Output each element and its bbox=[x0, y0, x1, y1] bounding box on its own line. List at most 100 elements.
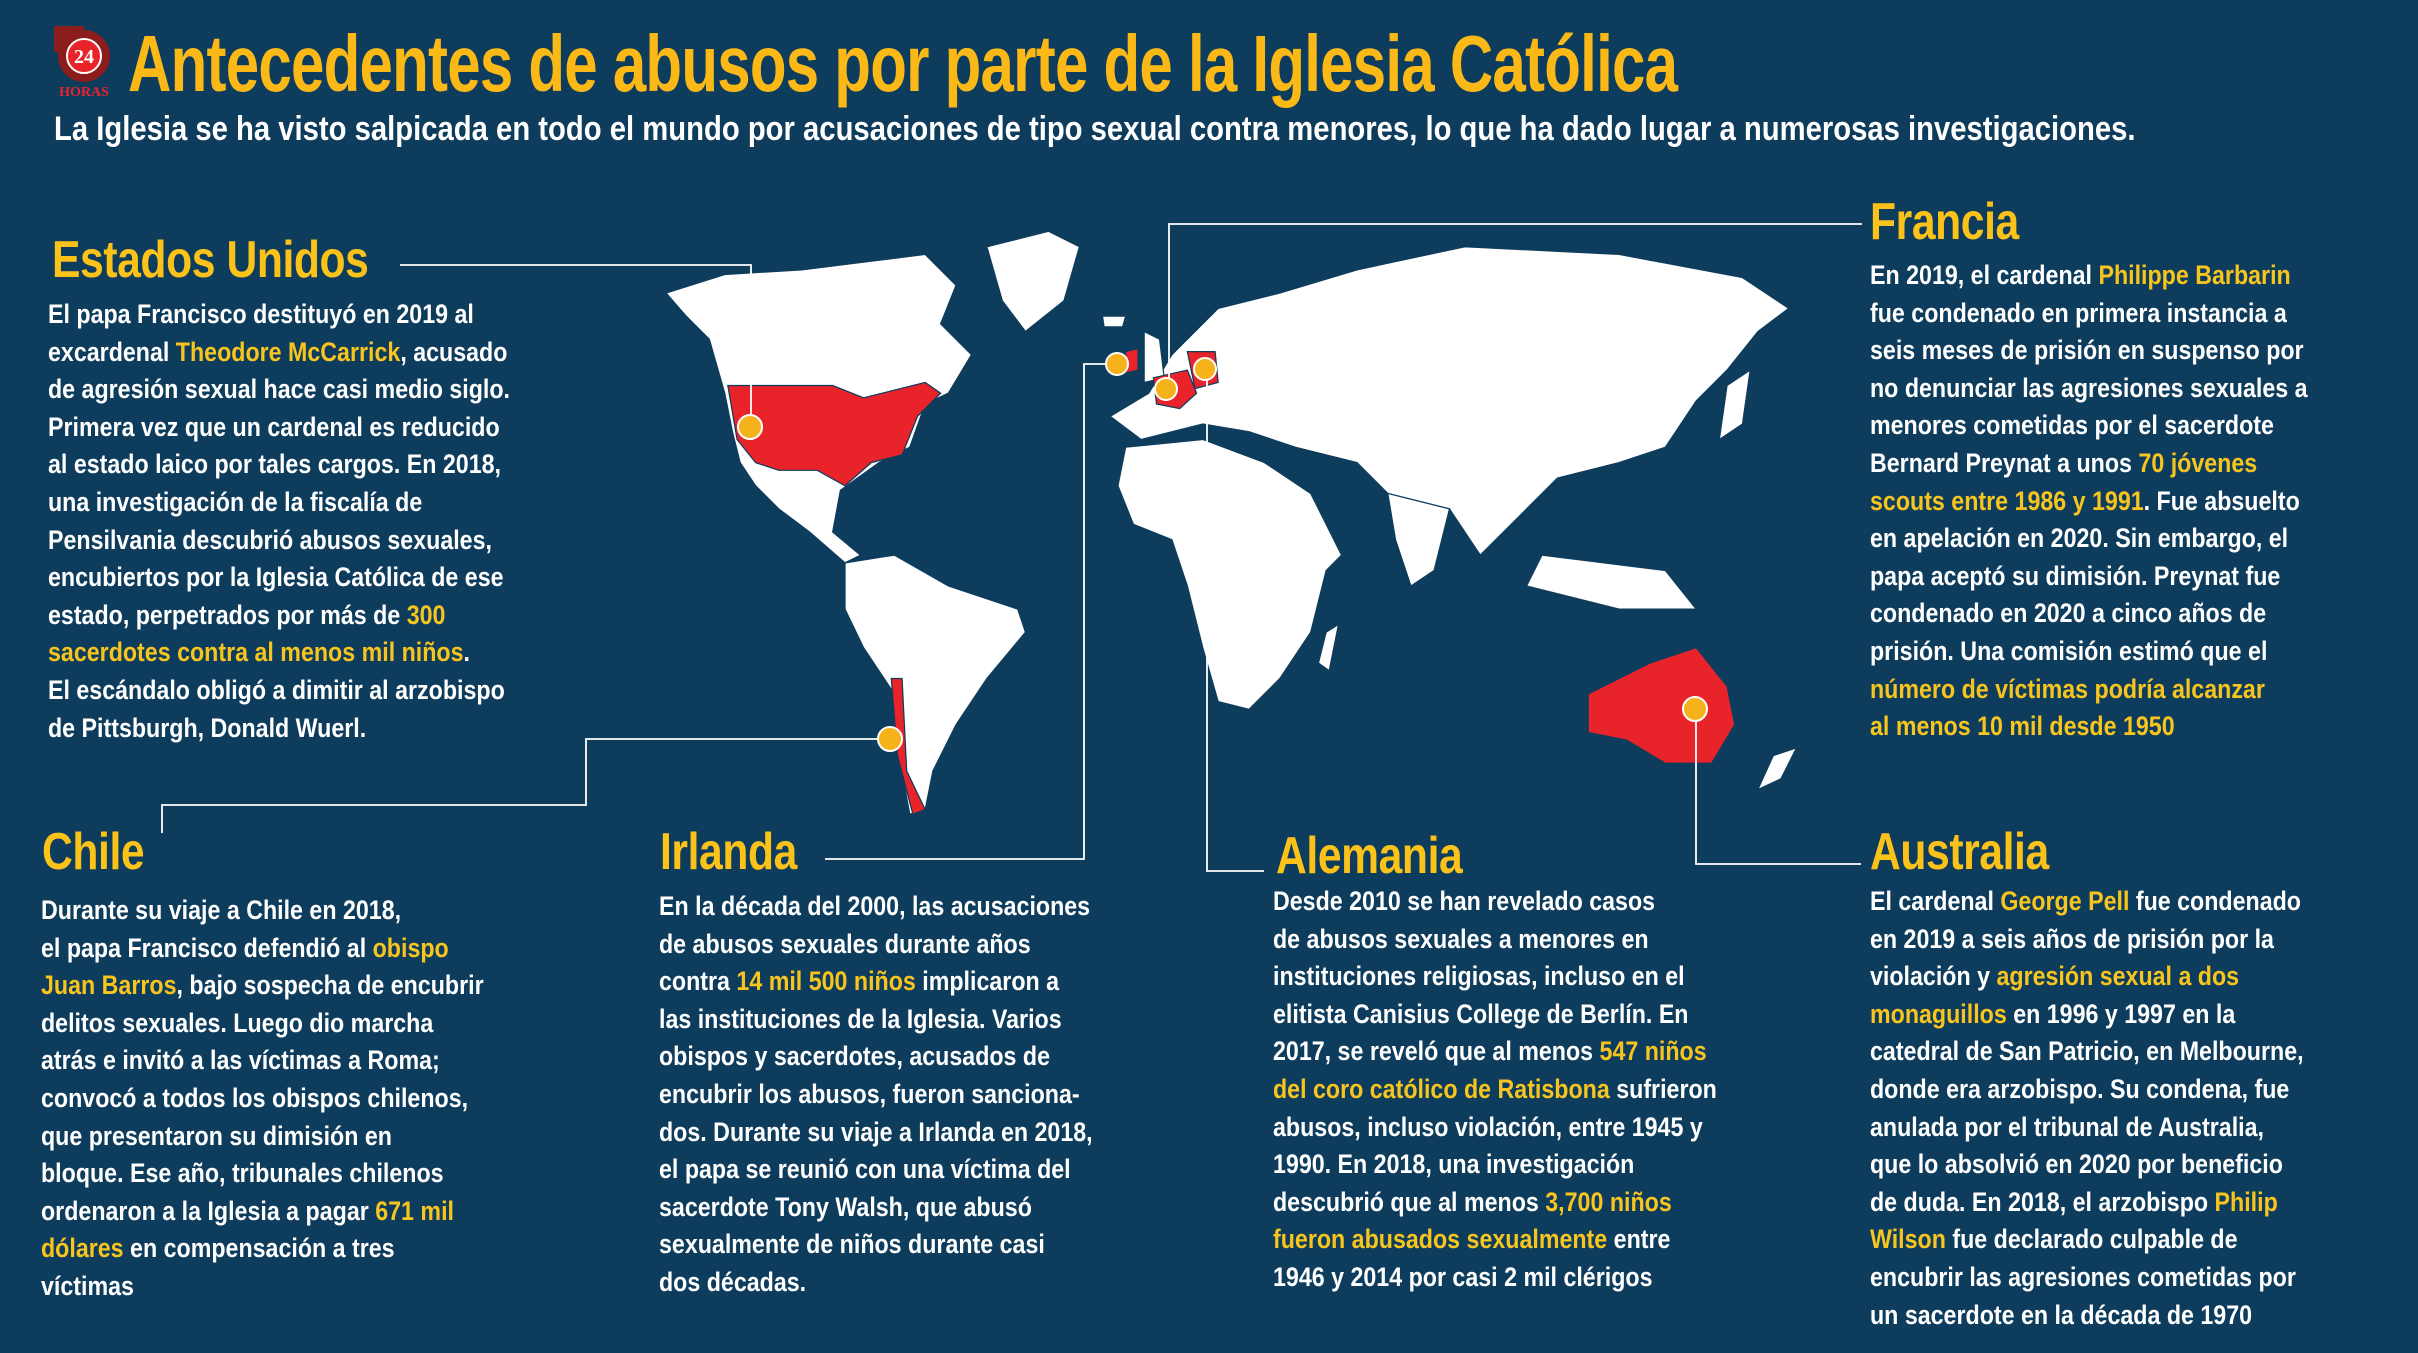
text-line: donde era arzobispo. Su condena, fue bbox=[1870, 1071, 2304, 1109]
text-segment: anulada por el tribunal de Australia, bbox=[1870, 1111, 2264, 1142]
text-segment: Durante su viaje a Chile en 2018, bbox=[41, 895, 402, 925]
heading-usa: Estados Unidos bbox=[52, 231, 369, 289]
body-france: En 2019, el cardenal Philippe Barbarin fu… bbox=[1870, 257, 2308, 746]
text-segment: al estado laico por tales cargos. En 201… bbox=[48, 449, 501, 480]
text-line: encubrir los abusos, fueron sanciona- bbox=[659, 1076, 1093, 1114]
iceland bbox=[1101, 315, 1127, 328]
text-line: convocó a todos los obispos chilenos, bbox=[41, 1080, 484, 1118]
text-segment: de duda. En 2018, el arzobispo bbox=[1870, 1186, 2215, 1217]
text-line: al estado laico por tales cargos. En 201… bbox=[48, 446, 510, 484]
text-segment: obispos y sacerdotes, acusados de bbox=[659, 1041, 1051, 1072]
text-line: no denunciar las agresiones sexuales a bbox=[1870, 370, 2308, 408]
text-segment: dos. Durante su viaje a Irlanda en 2018, bbox=[659, 1116, 1093, 1147]
text-line: El papa Francisco destituyó en 2019 al bbox=[48, 296, 510, 334]
greenland bbox=[986, 230, 1081, 333]
text-segment: elitista Canisius College de Berlín. En bbox=[1273, 998, 1689, 1029]
heading-chile: Chile bbox=[42, 823, 145, 881]
text-line: dólares en compensación a tres bbox=[41, 1230, 484, 1268]
text-line: sacerdote Tony Walsh, que abusó bbox=[659, 1189, 1093, 1227]
text-segment: que presentaron su dimisión en bbox=[41, 1120, 392, 1151]
text-line: el papa Francisco defendió al obispo bbox=[41, 930, 484, 968]
logo-number: 24 bbox=[74, 46, 94, 68]
highlighted-text: número de víctimas podría alcanzar bbox=[1870, 673, 2265, 704]
text-line: contra 14 mil 500 niños implicaron a bbox=[659, 963, 1093, 1001]
text-line: sacerdotes contra al menos mil niños. bbox=[48, 634, 510, 672]
india bbox=[1387, 492, 1451, 587]
leader-line-australia bbox=[1695, 722, 1861, 865]
text-line: Bernard Preynat a unos 70 jóvenes bbox=[1870, 445, 2308, 483]
text-line: catedral de San Patricio, en Melbourne, bbox=[1870, 1033, 2304, 1071]
text-line: fueron abusados sexualmente entre bbox=[1273, 1221, 1717, 1259]
heading-germany: Alemania bbox=[1276, 827, 1463, 885]
text-segment: sexualmente de niños durante casi bbox=[659, 1229, 1045, 1260]
text-segment: donde era arzobispo. Su condena, fue bbox=[1870, 1073, 2290, 1104]
logo-emblem-icon: 24 HORAS bbox=[54, 26, 110, 100]
text-segment: de agresión sexual hace casi medio siglo… bbox=[48, 374, 511, 405]
text-line: descubrió que al menos 3,700 niños bbox=[1273, 1184, 1717, 1222]
text-segment: condenado en 2020 a cinco años de bbox=[1870, 598, 2267, 629]
text-segment: víctimas bbox=[41, 1270, 134, 1301]
text-line: atrás e invitó a las víctimas a Roma; bbox=[41, 1042, 484, 1080]
text-line: elitista Canisius College de Berlín. En bbox=[1273, 996, 1717, 1034]
text-segment: en 2019 a seis años de prisión por la bbox=[1870, 923, 2274, 954]
text-segment: papa aceptó su dimisión. Preynat fue bbox=[1870, 560, 2281, 591]
text-segment: prisión. Una comisión estimó que el bbox=[1870, 635, 2268, 666]
text-segment: 1946 y 2014 por casi 2 mil clérigos bbox=[1273, 1261, 1653, 1292]
text-segment: una investigación de la fiscalía de bbox=[48, 486, 423, 517]
text-line: las instituciones de la Iglesia. Varios bbox=[659, 1001, 1093, 1039]
text-segment: encubrir los abusos, fueron sanciona- bbox=[659, 1078, 1080, 1109]
text-segment: el papa se reunió con una víctima del bbox=[659, 1154, 1071, 1185]
text-line: condenado en 2020 a cinco años de bbox=[1870, 595, 2308, 633]
marker-france bbox=[1154, 377, 1178, 401]
body-usa: El papa Francisco destituyó en 2019 al ex… bbox=[48, 296, 510, 747]
marker-chile bbox=[877, 726, 903, 752]
highlighted-text: agresión sexual a dos bbox=[1996, 961, 2240, 992]
text-segment: contra bbox=[659, 966, 737, 997]
text-segment: instituciones religiosas, incluso en el bbox=[1273, 961, 1685, 992]
text-segment: de abusos sexuales a menores en bbox=[1273, 923, 1649, 954]
text-segment: Desde 2010 se han revelado casos bbox=[1273, 886, 1656, 916]
eurasia bbox=[1109, 246, 1790, 557]
text-line: un sacerdote en la década de 1970 bbox=[1870, 1297, 2304, 1335]
body-chile: Durante su viaje a Chile en 2018, el papa… bbox=[41, 892, 484, 1306]
text-segment: en apelación en 2020. Sin embargo, el bbox=[1870, 523, 2289, 554]
leader-line-chile bbox=[161, 738, 878, 833]
text-line: 2017, se reveló que al menos 547 niños bbox=[1273, 1033, 1717, 1071]
text-segment: . bbox=[463, 637, 470, 668]
highlighted-text: 3,700 niños bbox=[1545, 1186, 1672, 1217]
heading-france: Francia bbox=[1870, 193, 2019, 251]
text-line: Desde 2010 se han revelado casos bbox=[1273, 883, 1717, 921]
text-line: del coro católico de Ratisbona sufrieron bbox=[1273, 1071, 1717, 1109]
text-segment: las instituciones de la Iglesia. Varios bbox=[659, 1003, 1062, 1034]
text-line: de agresión sexual hace casi medio siglo… bbox=[48, 371, 510, 409]
highlighted-text: Philip bbox=[2214, 1186, 2278, 1217]
text-segment: El papa Francisco destituyó en 2019 al bbox=[48, 299, 474, 329]
text-line: número de víctimas podría alcanzar bbox=[1870, 671, 2308, 709]
text-segment: seis meses de prisión en suspenso por bbox=[1870, 335, 2304, 366]
text-line: menores cometidas por el sacerdote bbox=[1870, 407, 2308, 445]
text-line: 1990. En 2018, una investigación bbox=[1273, 1146, 1717, 1184]
text-segment: abusos, incluso violación, entre 1945 y bbox=[1273, 1111, 1703, 1142]
japan bbox=[1718, 368, 1751, 441]
text-segment: En la década del 2000, las acusaciones bbox=[659, 891, 1091, 921]
text-line: abusos, incluso violación, entre 1945 y bbox=[1273, 1109, 1717, 1147]
text-segment: excardenal bbox=[48, 336, 176, 367]
text-line: El cardenal George Pell fue condenado bbox=[1870, 883, 2304, 921]
body-australia: El cardenal George Pell fue condenado en … bbox=[1870, 883, 2304, 1334]
text-segment: menores cometidas por el sacerdote bbox=[1870, 410, 2274, 441]
text-segment: , acusado bbox=[400, 336, 508, 367]
text-line: 1946 y 2014 por casi 2 mil clérigos bbox=[1273, 1259, 1717, 1297]
text-line: Pensilvania descubrió abusos sexuales, bbox=[48, 522, 510, 560]
text-segment: sacerdote Tony Walsh, que abusó bbox=[659, 1191, 1032, 1222]
marker-usa bbox=[737, 414, 763, 440]
text-segment: catedral de San Patricio, en Melbourne, bbox=[1870, 1036, 2304, 1067]
new-zealand bbox=[1756, 746, 1798, 791]
highlighted-text: scouts entre 1986 y 1991 bbox=[1870, 485, 2144, 516]
text-segment: Pensilvania descubrió abusos sexuales, bbox=[48, 524, 492, 555]
text-line: Wilson fue declarado culpable de bbox=[1870, 1221, 2304, 1259]
text-line: de duda. En 2018, el arzobispo Philip bbox=[1870, 1184, 2304, 1222]
highlighted-text: fueron abusados sexualmente bbox=[1273, 1224, 1608, 1255]
text-segment: ordenaron a la Iglesia a pagar bbox=[41, 1195, 376, 1226]
text-line: Primera vez que un cardenal es reducido bbox=[48, 409, 510, 447]
